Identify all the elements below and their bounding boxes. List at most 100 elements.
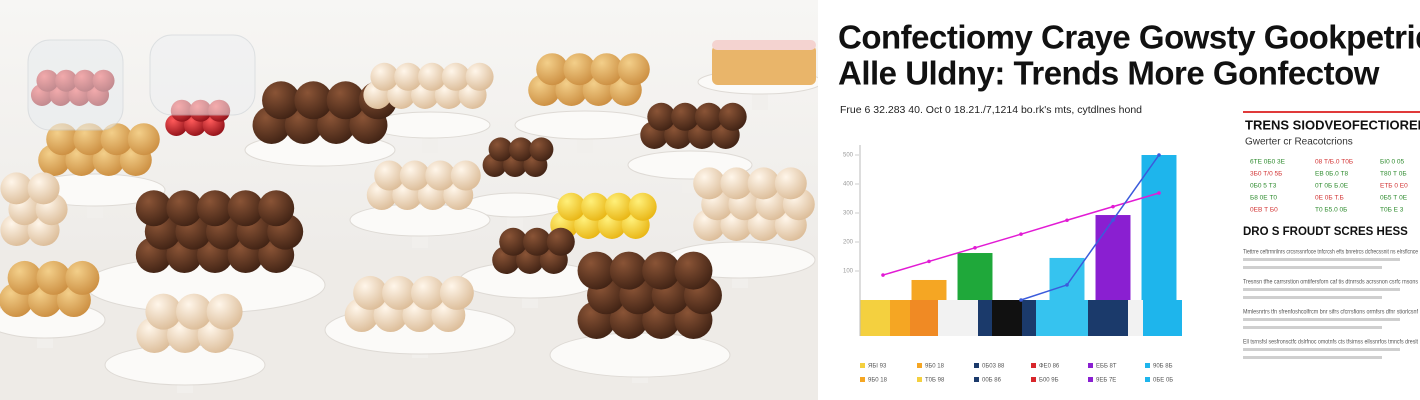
plate: [627, 150, 753, 180]
y-tick-label: 300: [843, 211, 854, 217]
paragraph: Tresnsn tfhe carrsrstion omtifersforn ca…: [1243, 279, 1419, 286]
confection: [425, 160, 456, 191]
text-line: [1243, 326, 1382, 329]
point: [1111, 218, 1115, 222]
confection: [465, 62, 494, 91]
y-tick-label: 500: [843, 153, 854, 159]
legend-label: 9ЕБ 7Е: [1096, 378, 1116, 384]
point: [1157, 191, 1161, 195]
stat-cell: 0Т 0Б Б.0Е: [1315, 183, 1349, 190]
legend-label: Б00 9Б: [1039, 378, 1059, 384]
confection: [145, 293, 182, 330]
legend-label: 0БЕ 0Б: [1153, 378, 1173, 384]
sidebar-subheading: Gwerter cr Reacotcrions: [1245, 137, 1353, 148]
confection: [0, 172, 33, 205]
base-strip: [860, 300, 890, 336]
text-line: [1243, 266, 1382, 269]
sidebar-heading: TRENS SIODVEOFECTIOREN: [1245, 117, 1420, 132]
legend-swatch: [974, 377, 979, 382]
legend-label: 9Б0 18: [925, 364, 945, 370]
confection: [774, 167, 807, 200]
stat-cell: Т0Б Е 3: [1380, 207, 1404, 214]
confection: [7, 260, 42, 295]
confection: [563, 53, 596, 86]
confection: [65, 260, 100, 295]
chart: 100 200 300 400 500 ЯБІ 93 9Б0 18 0Б03 88 ФЕ0 86…: [843, 145, 1182, 384]
text-line: [1243, 356, 1382, 359]
confection: [694, 102, 723, 131]
base-strip: [1088, 300, 1128, 336]
confection: [617, 53, 650, 86]
confection: [693, 167, 726, 200]
confection: [674, 251, 713, 290]
bar: [957, 253, 993, 300]
confection: [671, 102, 700, 131]
confection: [450, 160, 481, 191]
confection: [197, 190, 233, 227]
legend-label: ФЕ0 86: [1039, 364, 1060, 370]
point: [1065, 283, 1069, 287]
plate: [549, 332, 731, 378]
confection: [628, 192, 657, 221]
bar: [1049, 257, 1085, 300]
confection: [370, 62, 399, 91]
bar: [1141, 155, 1177, 300]
y-tick-label: 200: [843, 240, 854, 246]
base-strip: [992, 300, 1022, 336]
stat-cell: 3Б0 Т/0 5Б: [1250, 171, 1282, 178]
legend-swatch: [1088, 363, 1093, 368]
text-line: [1243, 258, 1400, 261]
legend-label: 90Б 8Б: [1153, 364, 1173, 370]
confection: [523, 227, 551, 256]
legend-label: 00Б 86: [982, 378, 1002, 384]
section-heading: DRO S FROUDT SCRES HESS: [1243, 226, 1408, 238]
legend-swatch: [974, 363, 979, 368]
confection: [546, 227, 575, 256]
confection: [747, 167, 780, 200]
legend-swatch: [1145, 377, 1150, 382]
text-line: [1243, 348, 1400, 351]
text-line: [1243, 288, 1400, 291]
legend-swatch: [1031, 377, 1036, 382]
base-strip: [910, 300, 938, 336]
confection: [382, 275, 417, 310]
confection: [488, 137, 513, 162]
confection: [135, 190, 172, 227]
trend-line: [1020, 154, 1160, 301]
title-line: Alle Uldny: Trends More Gonfectow: [838, 55, 1380, 92]
base-strip: [978, 300, 992, 336]
stat-cell: ЕВ 0Б.0 Т8: [1315, 171, 1349, 178]
plate: [514, 110, 656, 140]
confection: [166, 190, 203, 227]
base-strip: [1036, 300, 1088, 336]
point: [1019, 298, 1023, 302]
confection: [258, 190, 295, 227]
paragraph: Mmlesnrtrs tfn sfrenfoshcolfrcm bnr sifr…: [1243, 309, 1418, 316]
stat-cell: 0Б5 Т 0Е: [1380, 195, 1408, 202]
base-strip: [890, 300, 910, 336]
confection: [27, 172, 60, 205]
title-line: Confectiomy Craye Gowsty Gookpetrid: [838, 19, 1420, 56]
confection: [73, 123, 106, 156]
confection: [647, 102, 676, 131]
confection: [227, 190, 264, 227]
legend-label: ЕББ 8Т: [1096, 364, 1117, 370]
legend-swatch: [917, 377, 922, 382]
jar: [27, 39, 124, 131]
confection: [353, 275, 388, 310]
y-tick-label: 100: [843, 269, 854, 275]
confection: [294, 81, 333, 120]
confection: [262, 81, 301, 120]
stat-cell: 08 Т/Б.0 Т0Б: [1315, 159, 1353, 166]
point: [1157, 153, 1161, 157]
stat-cell: 6ТЕ 0Б0 3Е: [1250, 159, 1286, 166]
text-line: [1243, 318, 1400, 321]
bar: [911, 279, 947, 300]
confection: [718, 102, 747, 131]
confection: [509, 137, 533, 162]
bar: [1095, 215, 1131, 300]
base-strip: [1022, 300, 1036, 336]
confection: [590, 53, 623, 86]
